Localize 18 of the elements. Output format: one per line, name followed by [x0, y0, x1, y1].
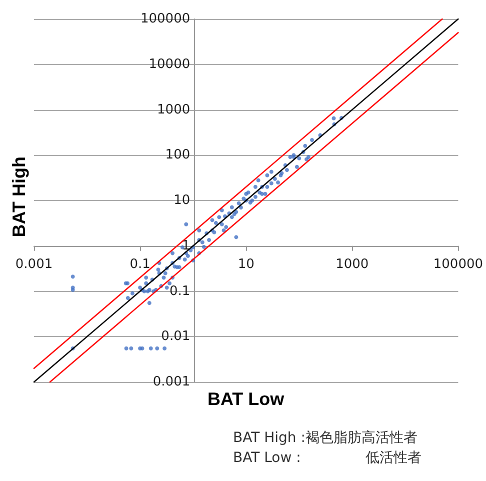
- x-axis-title: BAT Low: [208, 389, 286, 409]
- x-tick-label: 10: [238, 256, 254, 272]
- x-tick-label: 0.001: [15, 256, 53, 272]
- y-tick-label: 100000: [140, 12, 190, 26]
- x-tick-label: 0.1: [130, 256, 150, 272]
- y-tick-label: 10000: [148, 56, 190, 72]
- y-tick-label: 10: [174, 193, 190, 208]
- y-tick-label: 0.001: [152, 374, 190, 390]
- y-tick-label: 0.1: [169, 284, 190, 299]
- x-tick-label: 1000: [336, 256, 369, 272]
- y-tick-label: 0.01: [161, 329, 190, 344]
- text: BAT High :褐色脂肪高活性者: [233, 430, 418, 446]
- y-tick-label: 1000: [157, 102, 190, 118]
- y-tick-label: 100: [165, 148, 190, 163]
- y-axis-title: BAT High: [9, 156, 29, 238]
- text: BAT Low : 低活性者: [233, 450, 422, 466]
- y-tick-label: 1: [182, 238, 190, 254]
- x-tick-label: 100000: [433, 256, 484, 272]
